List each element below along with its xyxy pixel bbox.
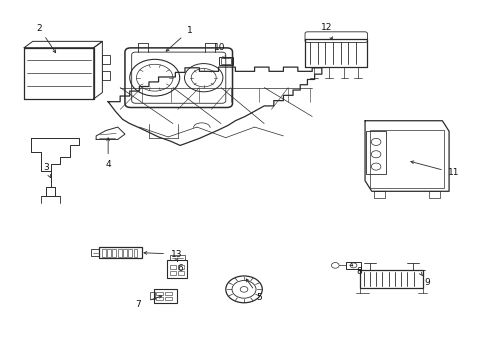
Text: 6: 6 — [177, 264, 183, 273]
Bar — [429, 190, 441, 198]
Bar — [98, 247, 142, 258]
Bar — [102, 249, 106, 257]
Text: 9: 9 — [425, 278, 430, 287]
Bar — [170, 255, 185, 260]
Bar — [374, 190, 385, 198]
Text: 10: 10 — [214, 43, 226, 52]
Bar — [156, 297, 163, 300]
Text: 8: 8 — [356, 266, 362, 275]
Text: 11: 11 — [448, 168, 460, 177]
Bar — [178, 271, 184, 275]
Bar — [165, 297, 172, 300]
Text: 4: 4 — [105, 159, 111, 168]
Bar — [360, 270, 423, 288]
Bar — [178, 265, 184, 269]
Bar — [107, 249, 111, 257]
Bar — [91, 249, 98, 256]
Bar — [220, 58, 231, 64]
Bar — [170, 265, 176, 269]
Text: 13: 13 — [171, 249, 183, 258]
Bar — [128, 249, 132, 257]
Bar — [134, 249, 137, 257]
Bar — [154, 289, 177, 303]
Bar — [167, 260, 187, 278]
Text: 5: 5 — [257, 293, 262, 302]
Text: 1: 1 — [187, 26, 193, 35]
Bar — [156, 292, 163, 295]
Bar — [366, 131, 386, 174]
Text: 7: 7 — [136, 300, 141, 309]
Bar — [219, 57, 233, 66]
Bar — [150, 292, 155, 299]
Bar — [170, 271, 176, 275]
Bar — [165, 292, 172, 295]
Bar — [118, 249, 122, 257]
Bar — [102, 55, 110, 64]
Text: 12: 12 — [321, 23, 332, 32]
Text: 2: 2 — [37, 24, 42, 33]
Bar — [123, 249, 127, 257]
Bar — [113, 249, 116, 257]
Text: 3: 3 — [43, 163, 49, 172]
Bar — [102, 71, 110, 80]
Bar — [346, 262, 361, 269]
Bar — [370, 130, 444, 188]
